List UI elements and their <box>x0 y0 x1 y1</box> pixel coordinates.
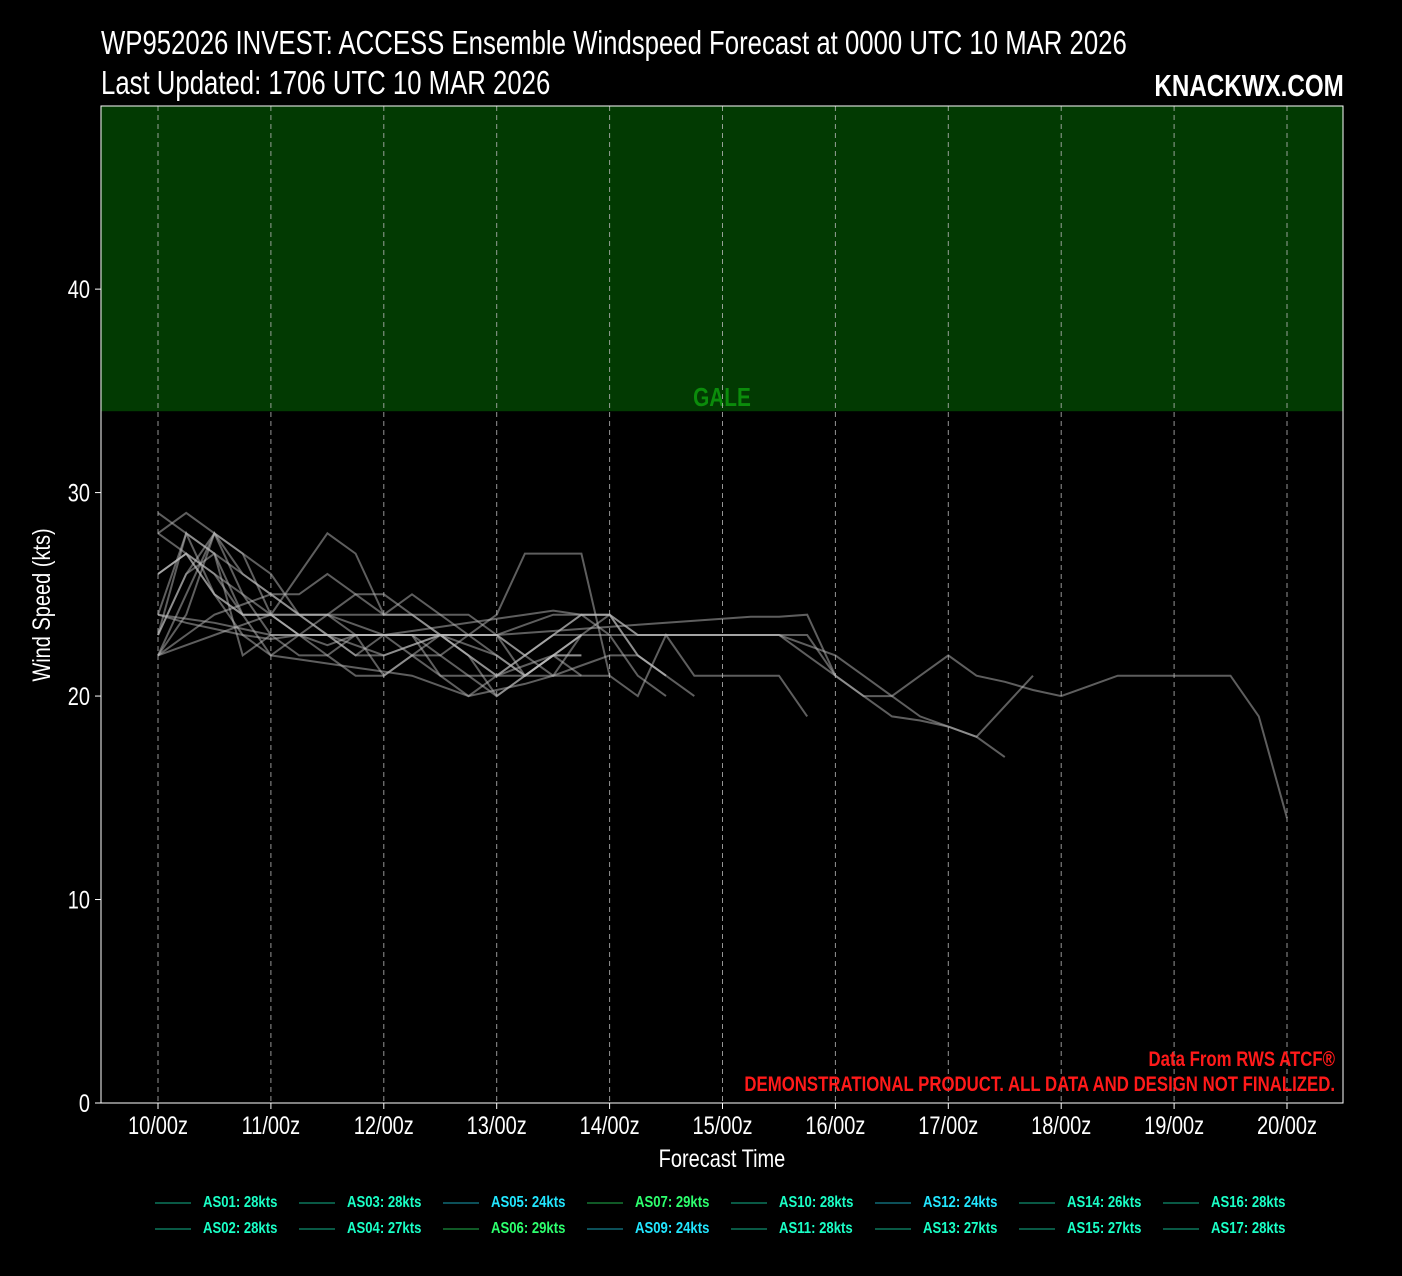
y-tick-label: 40 <box>68 276 90 304</box>
legend-swatch <box>1163 1228 1199 1230</box>
y-tick-label: 10 <box>68 886 90 914</box>
legend-swatch <box>155 1228 191 1230</box>
series-line-as16 <box>157 572 582 677</box>
legend-swatch <box>1019 1228 1055 1230</box>
legend-label: AS16: 28kts <box>1211 1194 1286 1211</box>
legend-swatch <box>875 1202 911 1204</box>
x-tick-label: 18/00z <box>1031 1112 1091 1140</box>
legend-item: AS03: 28kts <box>299 1193 443 1213</box>
gale-label: GALE <box>693 383 751 412</box>
legend-item: AS10: 28kts <box>731 1193 875 1213</box>
series-lines <box>157 511 1288 819</box>
legend-item: AS17: 28kts <box>1163 1219 1307 1239</box>
legend-item: AS02: 28kts <box>155 1219 299 1239</box>
legend-item: AS07: 29kts <box>587 1193 731 1213</box>
legend-label: AS12: 24kts <box>923 1194 998 1211</box>
legend-item: AS16: 28kts <box>1163 1193 1307 1213</box>
series-line-as15 <box>157 552 582 678</box>
legend-label: AS17: 28kts <box>1211 1220 1286 1237</box>
x-tick-label: 19/00z <box>1144 1112 1204 1140</box>
legend-item: AS14: 26kts <box>1019 1193 1163 1213</box>
legend-swatch <box>443 1202 479 1204</box>
legend-label: AS05: 24kts <box>491 1194 566 1211</box>
legend-item: AS04: 27kts <box>299 1219 443 1239</box>
y-axis-label: Wind Speed (kts) <box>28 528 56 681</box>
legend-swatch <box>731 1228 767 1230</box>
legend-swatch <box>155 1202 191 1204</box>
chart-title: WP952026 INVEST: ACCESS Ensemble Windspe… <box>101 24 1127 61</box>
legend-swatch <box>875 1228 911 1230</box>
grid <box>157 106 1288 1103</box>
x-tick-label: 15/00z <box>692 1112 752 1140</box>
legend-swatch <box>1019 1202 1055 1204</box>
x-tick-label: 17/00z <box>918 1112 978 1140</box>
x-axis: 10/00z 11/00z 12/00z 13/00z 14/00z 15/00z 16/0… <box>128 1103 1317 1140</box>
data-credit: Data From RWS ATCF® <box>1149 1048 1335 1071</box>
legend-item: AS09: 24kts <box>587 1219 731 1239</box>
brand-logo-text: KNACKWX.COM <box>1154 68 1344 103</box>
x-tick-label: 14/00z <box>580 1112 640 1140</box>
y-tick-label: 20 <box>68 683 90 711</box>
legend-label: AS02: 28kts <box>203 1220 278 1237</box>
legend-label: AS10: 28kts <box>779 1194 854 1211</box>
legend-label: AS11: 28kts <box>779 1220 853 1237</box>
legend-item: AS05: 24kts <box>443 1193 587 1213</box>
y-axis: 0 10 20 30 40 <box>68 276 101 1118</box>
legend-label: AS14: 26kts <box>1067 1194 1142 1211</box>
y-tick-label: 30 <box>68 480 90 508</box>
legend-swatch <box>587 1228 623 1230</box>
legend-label: AS09: 24kts <box>635 1220 710 1237</box>
legend-label: AS01: 28kts <box>203 1194 278 1211</box>
legend-item: AS06: 29kts <box>443 1219 587 1239</box>
legend-swatch <box>299 1228 335 1230</box>
legend-label: AS07: 29kts <box>635 1194 710 1211</box>
series-line-as14 <box>157 552 667 698</box>
legend: AS01: 28kts AS03: 28kts AS05: 24kts AS07: 2… <box>155 1193 1307 1239</box>
legend-swatch <box>587 1202 623 1204</box>
legend-item: AS01: 28kts <box>155 1193 299 1213</box>
x-tick-label: 20/00z <box>1257 1112 1317 1140</box>
x-tick-label: 11/00z <box>242 1112 301 1140</box>
legend-item: AS15: 27kts <box>1019 1219 1163 1239</box>
legend-label: AS04: 27kts <box>347 1220 422 1237</box>
legend-swatch <box>731 1202 767 1204</box>
legend-label: AS15: 27kts <box>1067 1220 1142 1237</box>
legend-label: AS03: 28kts <box>347 1194 422 1211</box>
legend-item: AS13: 27kts <box>875 1219 1019 1239</box>
x-tick-label: 12/00z <box>354 1112 414 1140</box>
legend-item: AS11: 28kts <box>731 1219 875 1239</box>
legend-label: AS06: 29kts <box>491 1220 566 1237</box>
legend-label: AS13: 27kts <box>923 1220 998 1237</box>
x-tick-label: 10/00z <box>128 1112 188 1140</box>
x-tick-label: 16/00z <box>805 1112 865 1140</box>
legend-swatch <box>299 1202 335 1204</box>
chart-subtitle: Last Updated: 1706 UTC 10 MAR 2026 <box>101 64 551 101</box>
y-tick-label: 0 <box>79 1090 90 1118</box>
disclaimer: DEMONSTRATIONAL PRODUCT. ALL DATA AND DE… <box>744 1073 1335 1096</box>
x-axis-label: Forecast Time <box>659 1145 786 1173</box>
x-tick-label: 13/00z <box>467 1112 527 1140</box>
series-line-as17 <box>157 613 582 677</box>
legend-swatch <box>443 1228 479 1230</box>
legend-item: AS12: 24kts <box>875 1193 1019 1213</box>
legend-swatch <box>1163 1202 1199 1204</box>
